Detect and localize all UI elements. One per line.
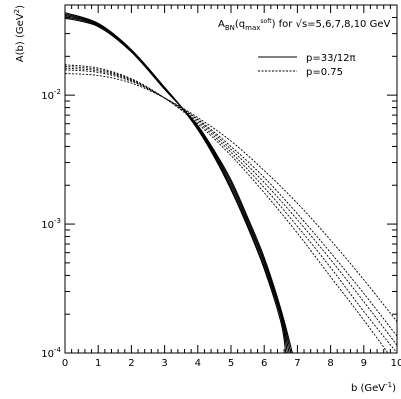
series-line-dashed-8	[65, 69, 397, 337]
y-tick-label: 10-2	[41, 88, 61, 102]
x-tick-label: 1	[95, 358, 101, 369]
legend-label-solid: p=33/12π	[306, 53, 356, 64]
x-tick-label: 4	[195, 358, 201, 369]
x-tick-label: 2	[128, 358, 134, 369]
x-tick-label: 6	[261, 358, 267, 369]
x-tick-label: 10	[391, 358, 401, 369]
series-line-solid-2	[65, 14, 290, 353]
x-tick-label: 7	[294, 358, 300, 369]
legend-label-dashed: p=0.75	[306, 67, 343, 78]
y-axis-title: A(b) (GeV2)	[13, 5, 26, 62]
x-tick-label: 3	[161, 358, 167, 369]
legend: p=33/12π p=0.75	[258, 53, 356, 78]
series-line-dashed-6	[65, 65, 397, 353]
x-axis-title: b (GeV-1)	[351, 381, 396, 394]
y-tick-label: 10-4	[41, 346, 61, 360]
curves	[65, 12, 397, 353]
series-line-solid-3	[65, 16, 292, 353]
chart-title: ABN(qmaxsoft) for √s=5,6,7,8,10 GeV	[218, 18, 391, 32]
x-tick-label: 5	[228, 358, 234, 369]
series-line-dashed-5	[65, 64, 389, 353]
y-tick-label: 10-3	[41, 217, 61, 231]
x-tick-label: 8	[327, 358, 333, 369]
x-axis-ticks: 0 1 2 3 4 5 6 7 8 9 10	[62, 5, 401, 369]
y-axis-ticks: 10-2 10-3 10-4	[41, 4, 397, 360]
series-line-solid-1	[65, 13, 288, 353]
series-line-dashed-7	[65, 67, 397, 346]
series-line-dashed-9	[65, 73, 397, 322]
series-line-solid-4	[65, 17, 293, 353]
x-tick-label: 0	[62, 358, 68, 369]
series-line-solid-0	[65, 12, 287, 353]
x-tick-label: 9	[361, 358, 367, 369]
